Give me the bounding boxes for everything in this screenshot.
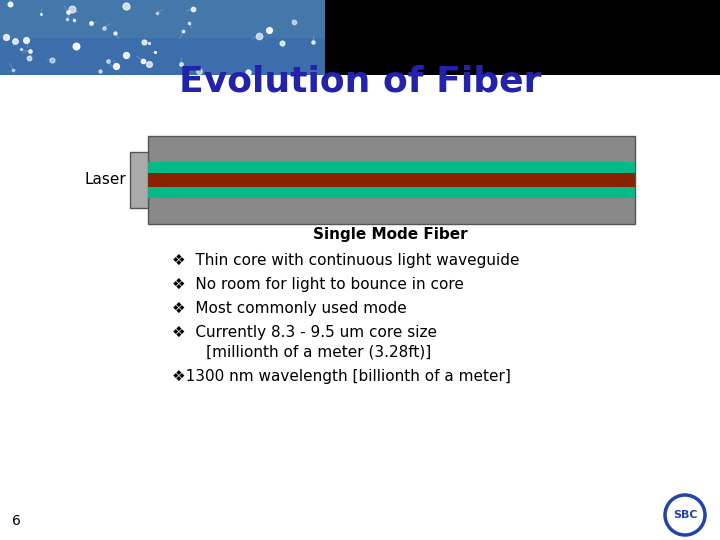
Bar bbox=[148, 173, 635, 187]
Text: [millionth of a meter (3.28ft)]: [millionth of a meter (3.28ft)] bbox=[172, 345, 431, 360]
Text: Laser: Laser bbox=[84, 172, 126, 187]
Circle shape bbox=[665, 495, 705, 535]
Bar bbox=[148, 162, 635, 198]
Text: ❖  Most commonly used mode: ❖ Most commonly used mode bbox=[172, 300, 407, 315]
Bar bbox=[130, 152, 148, 208]
Text: ❖  Thin core with continuous light waveguide: ❖ Thin core with continuous light wavegu… bbox=[172, 253, 520, 267]
Text: Single Mode Fiber: Single Mode Fiber bbox=[312, 227, 467, 242]
Text: ❖1300 nm wavelength [billionth of a meter]: ❖1300 nm wavelength [billionth of a mete… bbox=[172, 368, 511, 383]
Text: 6: 6 bbox=[12, 514, 21, 528]
Bar bbox=[148, 136, 635, 224]
Text: ❖  No room for light to bounce in core: ❖ No room for light to bounce in core bbox=[172, 276, 464, 292]
Text: Evolution of Fiber: Evolution of Fiber bbox=[179, 65, 541, 99]
Text: SBC: SBC bbox=[672, 510, 697, 520]
Bar bbox=[0, 38, 325, 75]
Bar bbox=[325, 0, 720, 75]
Bar bbox=[0, 0, 325, 75]
Text: ❖  Currently 8.3 - 9.5 um core size: ❖ Currently 8.3 - 9.5 um core size bbox=[172, 325, 437, 340]
